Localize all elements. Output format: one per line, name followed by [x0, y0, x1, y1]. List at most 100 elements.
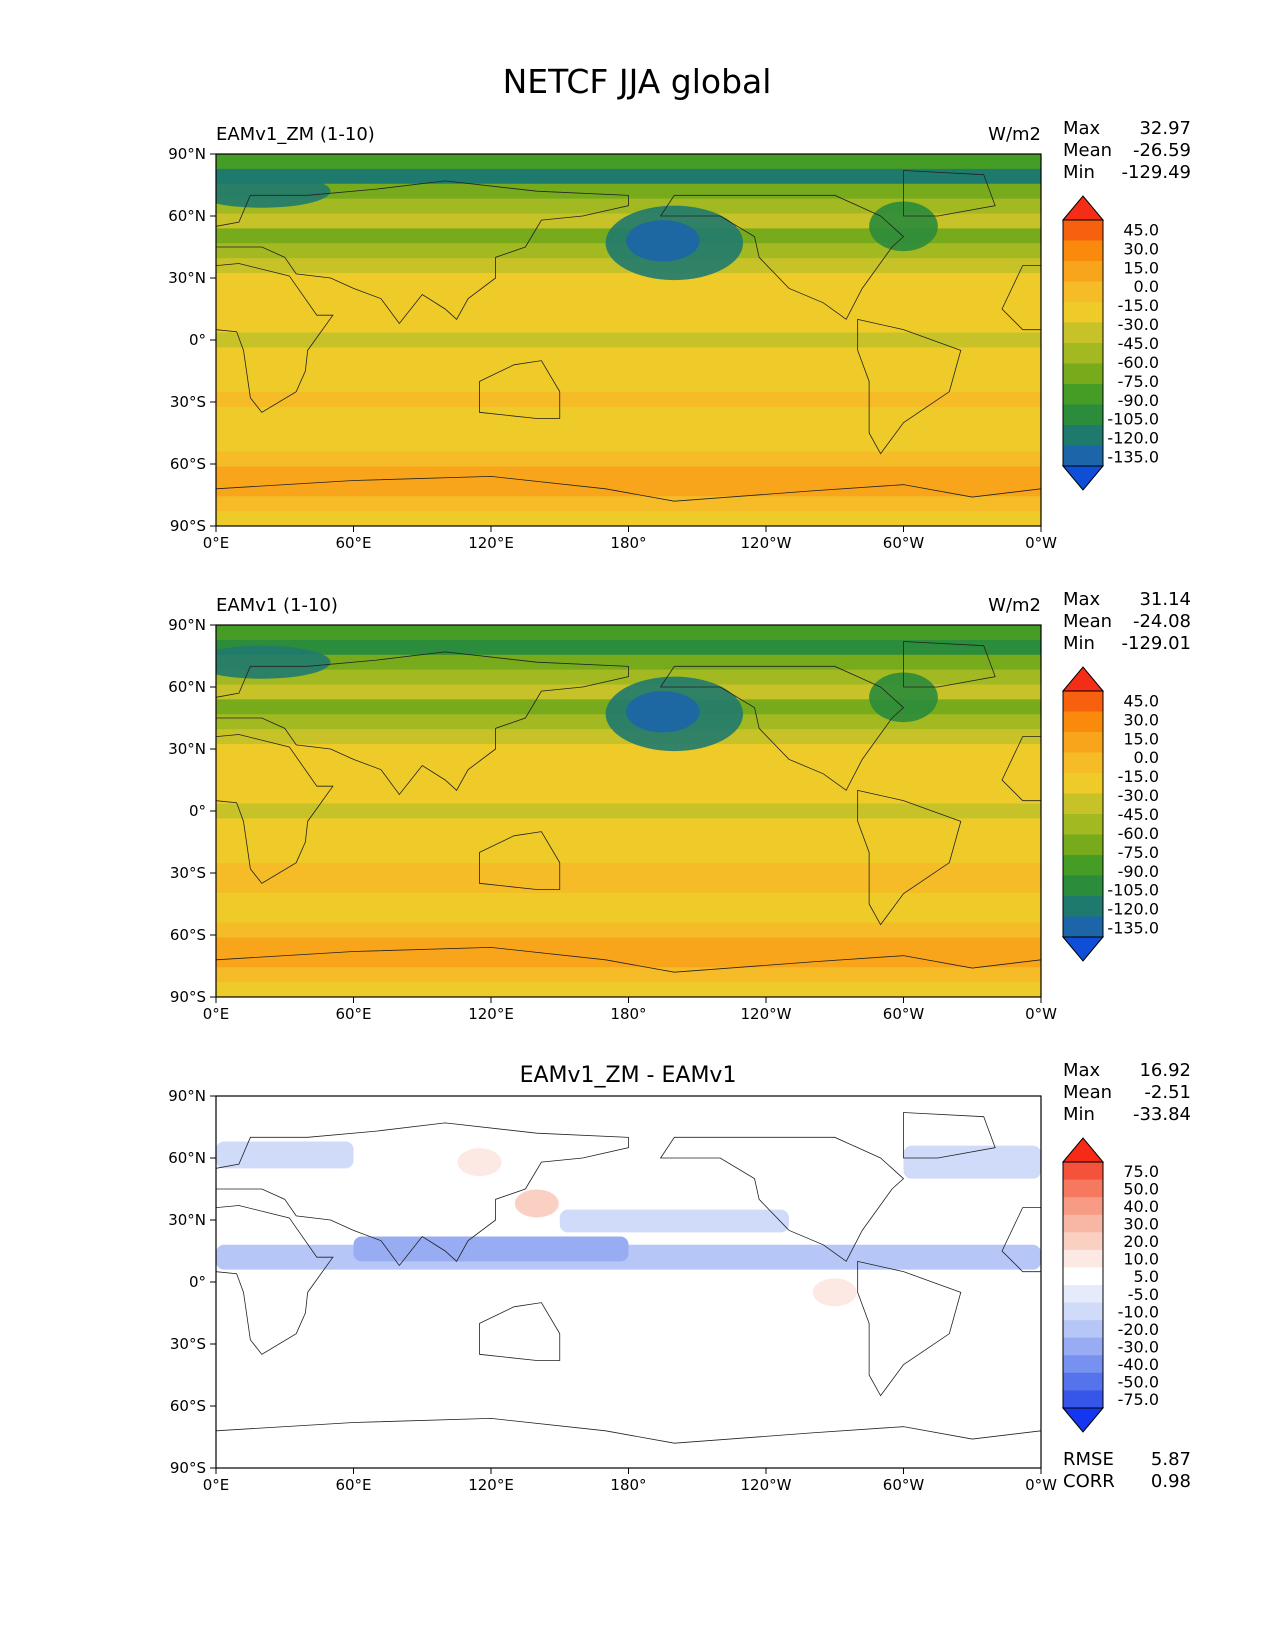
- coastline: [479, 831, 561, 890]
- x-tick-label: 60°E: [335, 1005, 371, 1023]
- colorbar-segment: [1063, 1249, 1103, 1268]
- coastline: [857, 318, 962, 455]
- colorbar-tick-label: -40.0: [1118, 1355, 1159, 1374]
- zonal-band: [216, 833, 1041, 849]
- x-tick-label: 60°W: [883, 1476, 925, 1494]
- zonal-band: [216, 317, 1041, 334]
- units-label: W/m2: [988, 124, 1041, 145]
- x-tick-label: 120°E: [468, 1005, 514, 1023]
- colorbar-tick-label: -30.0: [1118, 1338, 1159, 1357]
- difference-region: [812, 1278, 857, 1307]
- colorbar-segment: [1063, 322, 1103, 344]
- y-tick-label: 30°N: [168, 1211, 206, 1229]
- zonal-band: [216, 451, 1041, 467]
- colorbar-tick-label: 15.0: [1123, 729, 1159, 748]
- map-area: [216, 1096, 1041, 1468]
- cloud-forcing-minimum: [216, 645, 331, 679]
- x-tick-label: 120°E: [468, 534, 514, 552]
- y-tick-label: 90°S: [170, 1459, 206, 1477]
- colorbar-tick-label: 40.0: [1123, 1197, 1159, 1216]
- zonal-band: [216, 154, 1041, 170]
- x-tick-label: 0°W: [1025, 1005, 1057, 1023]
- x-tick-label: 120°W: [741, 1476, 792, 1494]
- zonal-band: [216, 818, 1041, 834]
- colorbar-tick-label: 0.0: [1134, 748, 1159, 767]
- zonal-band: [216, 877, 1041, 894]
- zonal-band: [216, 803, 1041, 819]
- y-tick-label: 90°S: [170, 988, 206, 1006]
- coastline: [659, 665, 905, 791]
- colorbar-tick-label: 0.0: [1134, 277, 1159, 296]
- colorbar-tick-label: -90.0: [1118, 391, 1159, 410]
- x-tick-label: 0°W: [1025, 1476, 1057, 1494]
- colorbar-extend-max: [1061, 666, 1105, 692]
- stat-max-label: Max: [1063, 118, 1101, 139]
- coastline: [216, 734, 334, 884]
- zonal-band: [216, 625, 1041, 641]
- colorbar-segment: [1063, 773, 1103, 794]
- colorbar-segment: [1063, 445, 1103, 467]
- rmse-value: 5.87: [1151, 1449, 1191, 1470]
- difference-region: [353, 1236, 629, 1262]
- x-tick-label: 180°: [610, 1005, 646, 1023]
- colorbar-segment: [1063, 793, 1103, 815]
- colorbar-segment: [1063, 1337, 1103, 1356]
- x-tick-label: 60°E: [335, 534, 371, 552]
- y-tick-label: 90°N: [168, 1087, 206, 1105]
- coastline: [216, 475, 1041, 526]
- coastline: [903, 1112, 996, 1159]
- x-tick-label: 0°E: [203, 1005, 230, 1023]
- colorbar: 75.050.040.030.020.010.05.0-5.0-10.0-20.…: [1061, 1137, 1159, 1433]
- y-tick-label: 60°N: [168, 207, 206, 225]
- colorbar-segment: [1063, 732, 1103, 753]
- zonal-band: [216, 892, 1041, 909]
- colorbar-tick-label: -120.0: [1107, 900, 1159, 919]
- coastline: [857, 789, 962, 926]
- colorbar-tick-label: -5.0: [1128, 1285, 1159, 1304]
- zonal-band: [216, 982, 1041, 997]
- colorbar-tick-label: -10.0: [1118, 1302, 1159, 1321]
- figure-title: NETCF JJA global: [503, 62, 772, 101]
- coastline: [216, 180, 629, 325]
- colorbar-tick-label: 30.0: [1123, 1215, 1159, 1234]
- stat-min-label: Min: [1063, 162, 1095, 183]
- coastline: [1001, 265, 1041, 331]
- zonal-band: [216, 967, 1041, 983]
- colorbar-tick-label: -105.0: [1107, 410, 1159, 429]
- zonal-band: [216, 481, 1041, 497]
- y-tick-label: 30°S: [170, 1335, 206, 1353]
- colorbar-segment: [1063, 1320, 1103, 1339]
- colorbar-segment: [1063, 1355, 1103, 1374]
- x-tick-label: 0°E: [203, 1476, 230, 1494]
- colorbar-segment: [1063, 363, 1103, 385]
- colorbar-segment: [1063, 916, 1103, 938]
- x-tick-label: 0°W: [1025, 534, 1057, 552]
- colorbar-tick-label: -75.0: [1118, 843, 1159, 862]
- zonal-band: [216, 744, 1041, 760]
- zonal-band: [216, 907, 1041, 924]
- y-tick-label: 0°: [189, 802, 206, 820]
- cloud-forcing-minimum: [626, 220, 700, 262]
- zonal-band: [216, 669, 1041, 686]
- y-tick-label: 30°N: [168, 740, 206, 758]
- colorbar-tick-label: -50.0: [1118, 1373, 1159, 1392]
- colorbar-tick-label: 30.0: [1123, 239, 1159, 258]
- rmse-label: RMSE: [1063, 1449, 1114, 1470]
- stat-mean-label: Mean: [1063, 140, 1112, 161]
- cloud-forcing-minimum: [626, 691, 700, 733]
- x-tick-label: 180°: [610, 1476, 646, 1494]
- colorbar-tick-label: -15.0: [1118, 767, 1159, 786]
- coastline: [216, 946, 1041, 997]
- y-tick-label: 0°: [189, 331, 206, 349]
- y-tick-label: 60°S: [170, 926, 206, 944]
- coastline: [216, 263, 334, 413]
- colorbar-tick-label: 15.0: [1123, 258, 1159, 277]
- map-area: [216, 625, 1041, 997]
- coastline: [216, 651, 629, 796]
- colorbar: 45.030.015.00.0-15.0-30.0-45.0-60.0-75.0…: [1061, 195, 1159, 491]
- colorbar-tick-label: -30.0: [1118, 315, 1159, 334]
- colorbar-tick-label: 45.0: [1123, 691, 1159, 710]
- stat-min-value: -129.01: [1122, 633, 1191, 654]
- colorbar-segment: [1063, 220, 1103, 241]
- zonal-band: [216, 302, 1041, 319]
